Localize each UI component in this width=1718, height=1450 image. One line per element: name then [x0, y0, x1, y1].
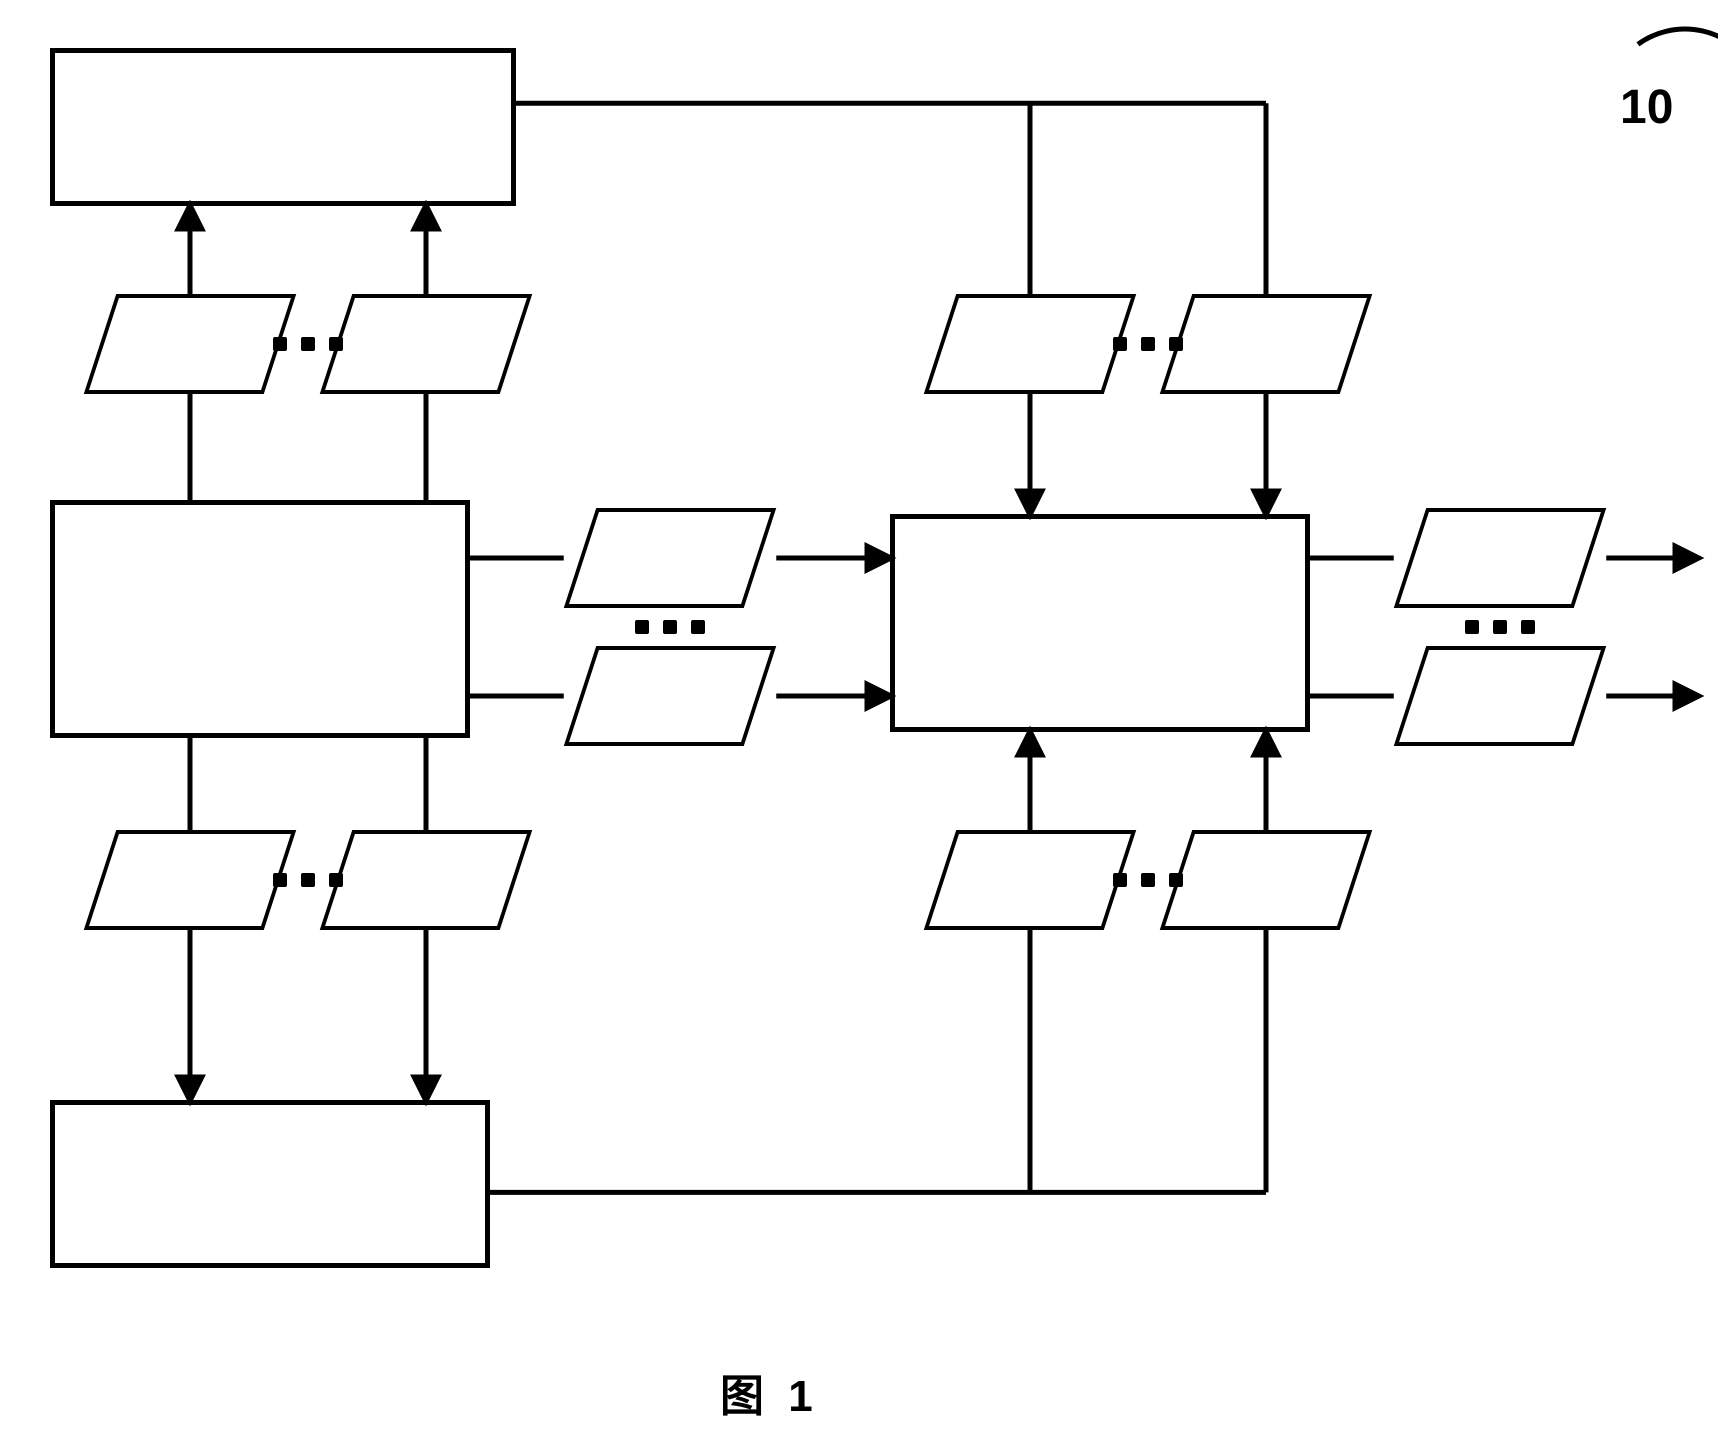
dots-right-top: [1113, 337, 1183, 351]
io-mid-b: [564, 646, 776, 746]
io-bot-down-b: [320, 830, 532, 930]
dots-top-up: [273, 337, 343, 351]
io-right-bot-b: [1160, 830, 1372, 930]
figure-caption: 图 1: [720, 1360, 819, 1424]
block-left: [50, 500, 470, 738]
io-right-top-a: [924, 294, 1136, 394]
io-right-top-b: [1160, 294, 1372, 394]
io-out-a: [1394, 508, 1606, 608]
io-top-up-a: [84, 294, 296, 394]
dots-bot-down: [273, 873, 343, 887]
io-right-bot-a: [924, 830, 1136, 930]
io-out-b: [1394, 646, 1606, 746]
dots-mid: [635, 620, 705, 634]
dots-out: [1465, 620, 1535, 634]
ref-label-10: 10: [1620, 80, 1673, 135]
io-bot-down-a: [84, 830, 296, 930]
block-right: [890, 514, 1310, 732]
io-top-up-b: [320, 294, 532, 394]
io-mid-a: [564, 508, 776, 608]
block-top: [50, 48, 516, 206]
block-bottom: [50, 1100, 490, 1268]
dots-right-bot: [1113, 873, 1183, 887]
